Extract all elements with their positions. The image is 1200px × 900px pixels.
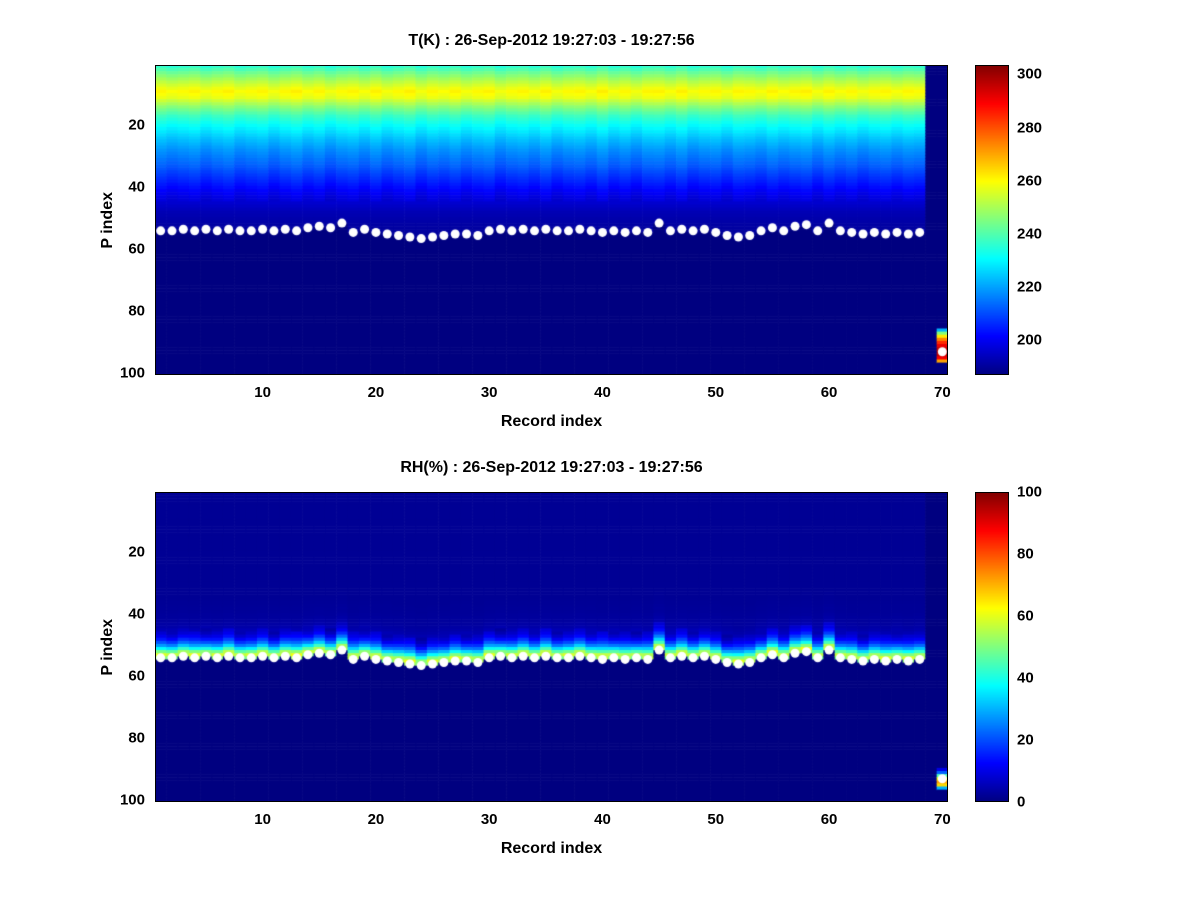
- y-axis-label-text: P index: [99, 191, 116, 249]
- temperature-colorbar: 200 220 240 260 280 300: [975, 65, 1042, 375]
- y-tick-label: 60: [128, 667, 145, 685]
- humidity-heatmap: [155, 492, 948, 802]
- humidity-x-axis-label: Record index: [500, 840, 603, 857]
- y-tick-label: 20: [128, 116, 145, 134]
- x-tick-label: 40: [594, 811, 611, 828]
- y-tick-label: 100: [119, 364, 145, 382]
- y-tick-label: 20: [128, 543, 145, 561]
- x-tick-label: 40: [594, 384, 611, 401]
- colorbar-tick-label: 40: [1017, 669, 1034, 687]
- colorbar-tick-label: 260: [1017, 172, 1043, 190]
- x-tick-label: 20: [367, 384, 385, 401]
- colorbar-tick-label: 20: [1017, 731, 1034, 749]
- temperature-colorbar-gradient: [975, 65, 1009, 375]
- x-tick-label: 60: [820, 384, 838, 401]
- x-tick-label: 10: [254, 811, 271, 828]
- x-tick-label: 50: [707, 811, 725, 828]
- colorbar-tick-label: 0: [1017, 793, 1026, 811]
- colorbar-tick-label: 80: [1017, 545, 1034, 563]
- humidity-plot: RH(%) : 26-Sep-2012 19:27:03 - 19:27:56 …: [99, 459, 951, 857]
- humidity-y-axis-label: P index: [97, 492, 119, 802]
- x-tick-label: 70: [933, 811, 951, 828]
- x-tick-label: 50: [707, 384, 725, 401]
- colorbar-tick-label: 60: [1017, 607, 1034, 625]
- humidity-colorbar-gradient: [975, 492, 1009, 802]
- colorbar-tick-label: 300: [1017, 65, 1043, 83]
- colorbar-tick-label: 280: [1017, 119, 1043, 137]
- humidity-plot-title: RH(%) : 26-Sep-2012 19:27:03 - 19:27:56: [400, 459, 703, 476]
- y-tick-label: 60: [128, 240, 145, 258]
- x-tick-label: 30: [480, 384, 498, 401]
- temperature-plot: T(K) : 26-Sep-2012 19:27:03 - 19:27:56 P…: [99, 32, 951, 430]
- humidity-colorbar: 0 20 40 60 80 100: [975, 484, 1042, 811]
- y-tick-label: 40: [128, 605, 145, 623]
- colorbar-tick-label: 220: [1017, 278, 1043, 296]
- colorbar-tick-label: 200: [1017, 331, 1043, 349]
- x-tick-label: 30: [480, 811, 498, 828]
- x-tick-label: 10: [254, 384, 271, 401]
- colorbar-tick-label: 100: [1017, 483, 1043, 501]
- y-tick-label: 100: [119, 791, 145, 809]
- y-tick-label: 40: [128, 178, 145, 196]
- temperature-x-axis-label: Record index: [500, 413, 603, 430]
- temperature-y-axis-label: P index: [97, 65, 119, 375]
- temperature-heatmap: [155, 65, 948, 375]
- temperature-plot-title: T(K) : 26-Sep-2012 19:27:03 - 19:27:56: [408, 32, 695, 49]
- x-tick-label: 20: [367, 811, 385, 828]
- x-tick-label: 70: [933, 384, 951, 401]
- y-axis-label-text: P index: [99, 618, 116, 676]
- y-tick-label: 80: [128, 302, 145, 320]
- x-tick-label: 60: [820, 811, 838, 828]
- colorbar-tick-label: 240: [1017, 225, 1043, 243]
- y-tick-label: 80: [128, 729, 145, 747]
